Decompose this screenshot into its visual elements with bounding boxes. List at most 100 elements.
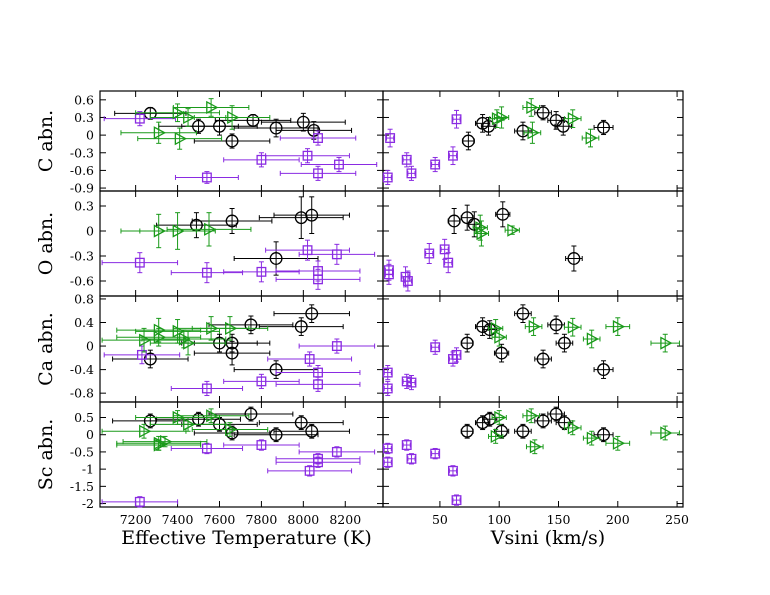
p1-vsini-green-point-20-marker	[585, 131, 598, 145]
x-tick-label-vsini: 150	[547, 512, 571, 527]
p2-vsini-black-point-0-marker	[447, 214, 461, 228]
p3-teff-black-point-6-marker	[294, 320, 308, 334]
y-tick-label: -1	[82, 462, 94, 477]
p4-vsini-purple-point-11-marker	[401, 440, 412, 450]
p3-vsini-green-point-22-marker	[660, 336, 673, 350]
p3-teff-purple-point-9-marker	[201, 383, 212, 394]
p2-vsini-black-point-4-marker	[567, 252, 581, 265]
p4-vsini-green-point-22-marker	[612, 436, 626, 450]
y-tick-label: -0.8	[70, 386, 94, 401]
panel-3-ylabel: Ca abn.	[35, 312, 57, 386]
p4-teff-green-point-22-marker	[225, 422, 238, 437]
p4-teff-purple-point-14-marker	[331, 446, 342, 457]
p2-vsini-green-point-13-marker	[476, 226, 489, 241]
p1-teff-purple-point-12-marker	[313, 133, 323, 144]
p1-vsini-black-point-7-marker	[461, 134, 475, 148]
p1-vsini-black-point-5-marker	[556, 119, 570, 133]
x-tick-label-teff: 7600	[204, 512, 236, 527]
p3-vsini-purple-point-13-marker	[430, 342, 441, 353]
p4-teff-green-point-20-marker	[183, 417, 196, 431]
p1-teff-green-point-19-marker	[206, 100, 219, 115]
p4-teff-green-point-21-marker	[206, 409, 219, 423]
p3-teff-purple-point-11-marker	[304, 354, 315, 364]
p3-teff-purple-point-8-marker	[136, 349, 147, 360]
panel-2-left-frame	[99, 190, 384, 297]
p4-vsini-green-point-16-marker	[490, 429, 504, 444]
p2-vsini-black-point-1-marker	[460, 211, 474, 225]
p2-vsini-purple-point-11-marker	[443, 257, 454, 268]
p1-vsini-black-point-6-marker	[597, 121, 611, 134]
p2-teff-purple-point-5-marker	[134, 257, 145, 268]
p1-teff-purple-point-11-marker	[302, 150, 313, 161]
p4-teff-black-point-7-marker	[305, 424, 319, 438]
p1-teff-green-point-20-marker	[227, 110, 240, 125]
p2-teff-black-point-2-marker	[269, 252, 283, 265]
y-tick-label: 0.4	[74, 315, 94, 330]
x-tick-label-vsini: 50	[432, 512, 448, 527]
p4-vsini-purple-point-13-marker	[430, 448, 441, 459]
p1-teff-black-point-3-marker	[225, 134, 239, 148]
p2-vsini-black-point-3-marker	[496, 207, 510, 221]
p3-teff-purple-point-13-marker	[313, 379, 323, 390]
p2-teff-black-point-4-marker	[305, 208, 319, 222]
panel-4-right-frame	[382, 401, 684, 508]
p2-teff-green-point-13-marker	[172, 224, 185, 238]
p1-teff-black-point-6-marker	[296, 115, 310, 129]
p1-teff-green-point-16-marker	[172, 106, 185, 120]
p4-teff-purple-point-10-marker	[256, 440, 267, 450]
x-tick-label-vsini: 100	[487, 512, 511, 527]
p3-vsini-black-point-6-marker	[549, 318, 563, 332]
p3-teff-black-point-7-marker	[305, 307, 319, 321]
p3-vsini-green-point-21-marker	[612, 320, 626, 334]
p4-teff-purple-point-9-marker	[201, 443, 212, 454]
p2-vsini-purple-point-6-marker	[383, 269, 394, 280]
p3-teff-black-point-5-marker	[269, 363, 283, 377]
p3-teff-black-point-4-marker	[244, 318, 258, 332]
p4-teff-black-point-6-marker	[294, 416, 308, 430]
p2-teff-purple-point-11-marker	[331, 249, 342, 260]
p1-teff-black-point-4-marker	[246, 113, 260, 127]
p3-vsini-green-point-17-marker	[494, 330, 507, 344]
p4-teff-green-point-17-marker	[153, 438, 167, 452]
x-tick-label-teff: 7800	[246, 512, 278, 527]
p3-vsini-purple-point-15-marker	[451, 349, 462, 360]
y-tick-label: -0.3	[70, 145, 94, 160]
p4-teff-black-point-1-marker	[192, 412, 205, 426]
p4-teff-green-point-15-marker	[139, 424, 152, 438]
p4-vsini-green-point-19-marker	[529, 440, 543, 454]
p3-vsini-green-point-19-marker	[567, 320, 581, 334]
p4-teff-black-point-5-marker	[269, 428, 283, 442]
p3-teff-purple-point-10-marker	[256, 376, 267, 387]
y-tick-label: 0	[86, 224, 94, 239]
p3-vsini-black-point-5-marker	[536, 352, 550, 366]
x-tick-label-teff: 8000	[287, 512, 319, 527]
p4-teff-purple-point-11-marker	[304, 465, 315, 476]
p1-vsini-green-point-17-marker	[526, 100, 539, 115]
y-tick-label: 0.5	[74, 410, 94, 425]
p1-teff-purple-point-10-marker	[256, 154, 267, 165]
y-tick-label: 0	[86, 427, 94, 442]
p2-vsini-green-point-14-marker	[507, 223, 520, 237]
p2-teff-black-point-1-marker	[225, 214, 239, 228]
p1-teff-green-point-15-marker	[153, 126, 167, 140]
p1-vsini-green-point-19-marker	[567, 112, 581, 126]
y-tick-label: -0.5	[70, 444, 94, 459]
p3-vsini-black-point-0-marker	[460, 336, 474, 350]
x-tick-label-teff: 7400	[162, 512, 194, 527]
y-tick-label: 0	[86, 128, 94, 143]
x-tick-label-vsini: 250	[665, 512, 689, 527]
p4-vsini-purple-point-9-marker	[382, 443, 393, 454]
y-tick-label: -0.9	[70, 181, 94, 196]
p3-teff-green-point-19-marker	[178, 332, 192, 346]
p1-teff-green-point-17-marker	[174, 132, 188, 146]
p3-teff-green-point-22-marker	[225, 321, 238, 335]
p1-teff-purple-point-13-marker	[313, 168, 323, 179]
p1-vsini-green-point-16-marker	[496, 110, 509, 125]
p2-vsini-purple-point-8-marker	[402, 276, 413, 286]
panel-4-ylabel: Sc abn.	[35, 419, 57, 490]
y-tick-label: -0.3	[70, 249, 94, 264]
y-tick-label: 0	[86, 339, 94, 354]
p4-teff-black-point-4-marker	[244, 407, 258, 421]
p4-vsini-green-point-21-marker	[586, 431, 600, 445]
